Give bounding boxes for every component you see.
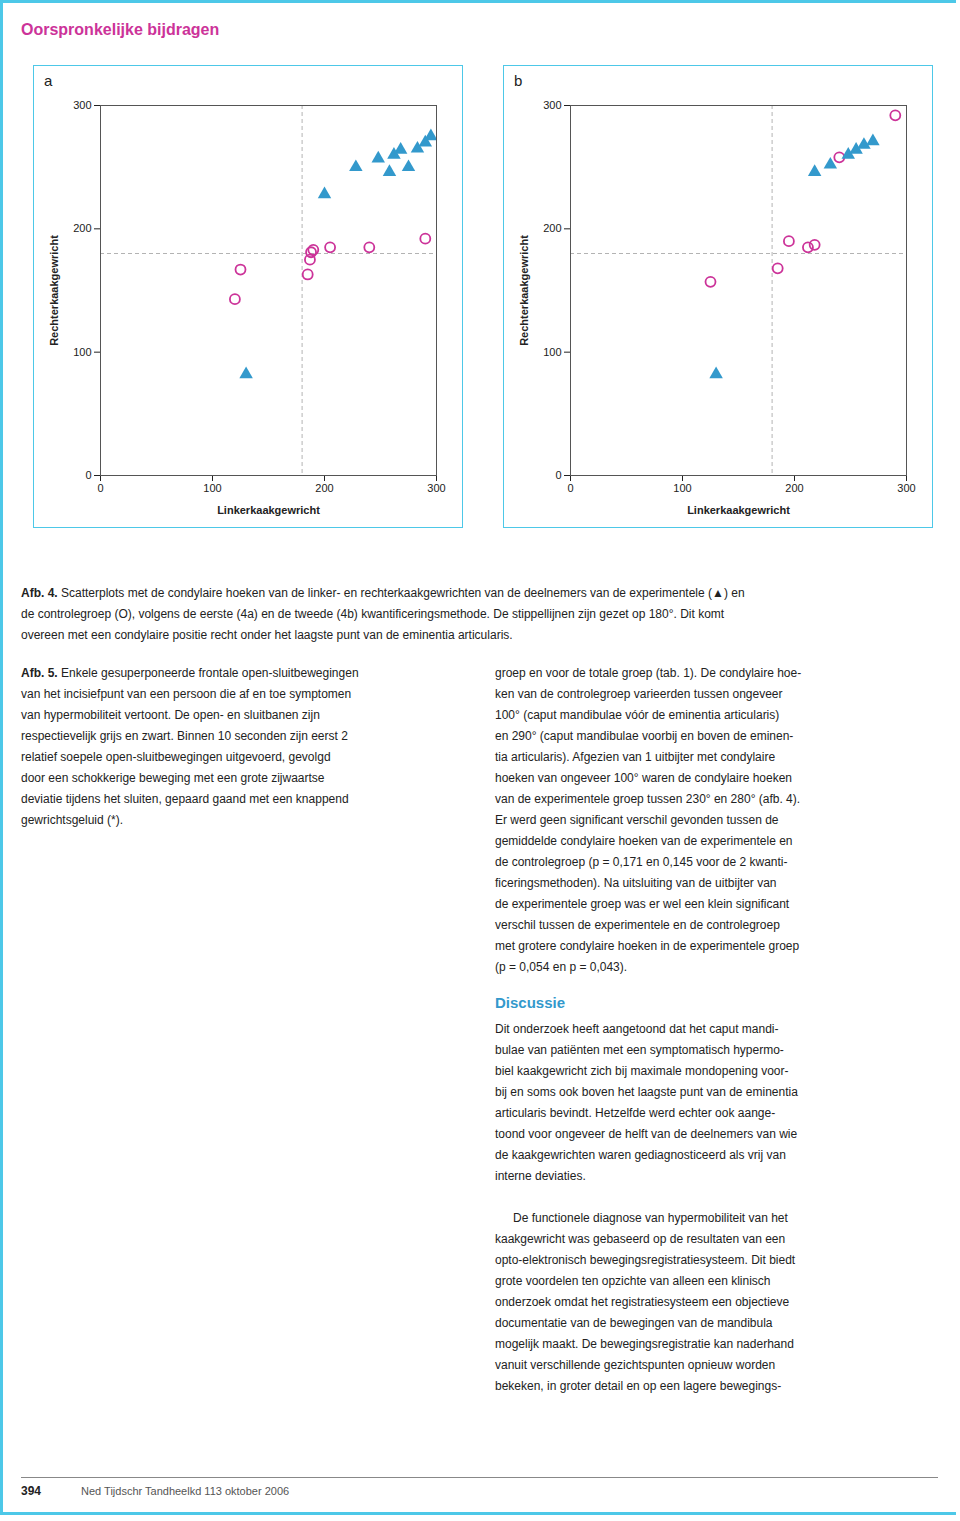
html-text:grote voordelen ten opzichte v: grote voordelen ten opzichte van alleen … [495,1274,771,1288]
html-text:deviatie tijdens het sluiten,: deviatie tijdens het sluiten, gepaard ga… [21,792,349,806]
svg-text:100: 100 [203,482,221,494]
html-text:Ned Tijdschr Tandheelkd 113 ok: Ned Tijdschr Tandheelkd 113 oktober 2006 [81,1485,290,1497]
svg-text:Rechterkaakgewricht: Rechterkaakgewricht [48,235,60,346]
svg-text:200: 200 [543,222,561,234]
html-text:kaakgewricht was gebaseerd op: kaakgewricht was gebaseerd op de resulta… [495,1232,786,1246]
html-text:a: a [44,72,53,89]
html-text:biel kaakgewricht zich bij max: biel kaakgewricht zich bij maximale mond… [495,1064,789,1078]
svg-text:0: 0 [567,482,573,494]
svg-text:300: 300 [73,99,91,111]
html-text:met grotere condylaire hoeken: met grotere condylaire hoeken in de expe… [495,939,800,953]
html-text:relatief soepele open-sluitbew: relatief soepele open-sluitbewegingen ui… [21,750,331,764]
svg-text:300: 300 [543,99,561,111]
html-text:onderzoek omdat het registrati: onderzoek omdat het registratiesysteem e… [495,1295,790,1309]
html-text:Afb. 5. Enkele gesuperponeerde: Afb. 5. Enkele gesuperponeerde frontale … [21,666,359,680]
svg-text:Linkerkaakgewricht: Linkerkaakgewricht [217,504,320,516]
html-text:gewrichtsgeluid (*).: gewrichtsgeluid (*). [21,813,123,827]
html-text:respectievelijk grijs en zwart: respectievelijk grijs en zwart. Binnen 1… [21,729,348,743]
svg-text:200: 200 [73,222,91,234]
html-text:b: b [514,72,523,89]
svg-text:0: 0 [97,482,103,494]
html-text:de experimentele groep was er: de experimentele groep was er wel een kl… [495,897,790,911]
html-text:hoeken van ongeveer 100° waren: hoeken van ongeveer 100° waren de condyl… [495,771,792,785]
html-text:Afb. 4. Scatterplots met de co: Afb. 4. Scatterplots met de condylaire h… [21,586,745,600]
html-text:toond voor ongeveer de helft v: toond voor ongeveer de helft van de deel… [495,1127,798,1141]
html-text:gemiddelde condylaire hoeken v: gemiddelde condylaire hoeken van de expe… [495,834,793,848]
html-text:(p = 0,054 en p = 0,043).: (p = 0,054 en p = 0,043). [495,960,628,974]
svg-text:300: 300 [897,482,915,494]
html-text:opto-elektronisch bewegingsreg: opto-elektronisch bewegingsregistratiesy… [495,1253,796,1267]
svg-text:100: 100 [673,482,691,494]
svg-text:100: 100 [73,346,91,358]
html-text:overeen met een condylaire pos: overeen met een condylaire positie recht… [21,628,513,642]
html-text:vanuit verschillende gezichtsp: vanuit verschillende gezichtspunten opni… [495,1358,776,1372]
html-text:ken van de controlegroep varie: ken van de controlegroep varieerden tuss… [495,687,783,701]
svg-text:300: 300 [427,482,445,494]
html-text:interne deviaties.: interne deviaties. [495,1169,586,1183]
html-text:De functionele diagnose van hy: De functionele diagnose van hypermobilit… [513,1211,788,1225]
html-text:ficeringsmethoden). Na uitslui: ficeringsmethoden). Na uitsluiting van d… [495,876,777,890]
html-text:tia articularis). Afgezien van: tia articularis). Afgezien van 1 uitbijt… [495,750,776,764]
html-text:Dit onderzoek heeft aangetoond: Dit onderzoek heeft aangetoond dat het c… [495,1022,779,1036]
svg-text:200: 200 [785,482,803,494]
html-text:verschil tussen de experimente: verschil tussen de experimentele en de c… [495,918,780,932]
html-text:bekeken, in groter detail en o: bekeken, in groter detail en op een lage… [495,1379,782,1393]
html-text:door een schokkerige beweging: door een schokkerige beweging met een gr… [21,771,325,785]
svg-text:0: 0 [85,469,91,481]
html-text:van het incisiefpunt van een p: van het incisiefpunt van een persoon die… [21,687,352,701]
html-text:Oorspronkelijke bijdragen: Oorspronkelijke bijdragen [21,21,220,38]
html-text:Er werd geen significant versc: Er werd geen significant verschil gevond… [495,813,779,827]
svg-text:200: 200 [315,482,333,494]
html-text:100° (caput mandibulae vóór de: 100° (caput mandibulae vóór de eminentia… [495,708,780,722]
html-text:en 290° (caput mandibulae voor: en 290° (caput mandibulae voorbij en bov… [495,729,794,743]
html-text:Discussie: Discussie [495,994,565,1011]
svg-text:100: 100 [543,346,561,358]
html-text:van hypermobiliteit vertoont.: van hypermobiliteit vertoont. De open- e… [21,708,320,722]
html-text:mogelijk maakt. De bewegingsre: mogelijk maakt. De bewegingsregistratie … [495,1337,794,1351]
svg-text:Linkerkaakgewricht: Linkerkaakgewricht [687,504,790,516]
html-text:van de experimentele groep tus: van de experimentele groep tussen 230° e… [495,792,801,806]
html-text:bulae van patiënten met een sy: bulae van patiënten met een symptomatisc… [495,1043,784,1057]
html-text:de kaakgewrichten waren gediag: de kaakgewrichten waren gediagnosticeerd… [495,1148,786,1162]
html-text:de controlegroep (O), volgens: de controlegroep (O), volgens de eerste … [21,607,725,621]
html-text:de controlegroep (p = 0,171 en: de controlegroep (p = 0,171 en 0,145 voo… [495,855,788,869]
svg-text:Rechterkaakgewricht: Rechterkaakgewricht [518,235,530,346]
svg-text:0: 0 [555,469,561,481]
html-text:documentatie van de bewegingen: documentatie van de bewegingen van de ma… [495,1316,773,1330]
html-text:groep en voor de totale groep: groep en voor de totale groep (tab. 1). … [495,666,802,680]
html-text:articularis bevindt. Hetzelfde: articularis bevindt. Hetzelfde werd echt… [495,1106,776,1120]
html-text:bij en soms ook boven het laag: bij en soms ook boven het laagste punt v… [495,1085,798,1099]
html-text:394: 394 [21,1484,41,1498]
